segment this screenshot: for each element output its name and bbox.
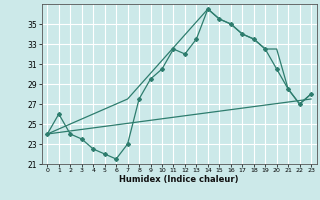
X-axis label: Humidex (Indice chaleur): Humidex (Indice chaleur)	[119, 175, 239, 184]
